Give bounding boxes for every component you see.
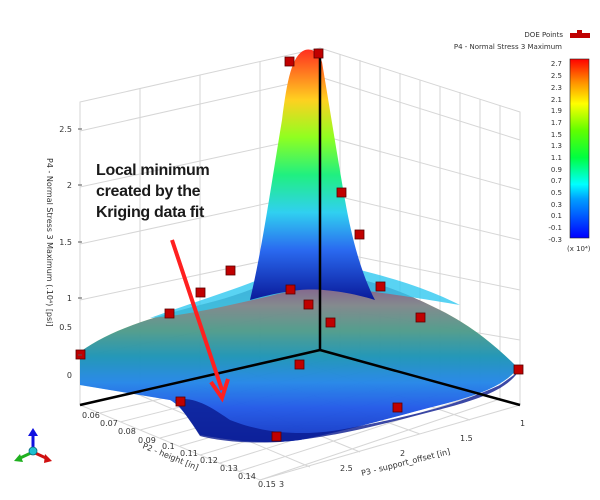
colorbar-ticks: 2.7 2.5 2.3 2.1 1.9 1.7 1.5 1.3 1.1 0.9 … xyxy=(548,60,590,253)
svg-text:0.11: 0.11 xyxy=(180,449,198,458)
svg-text:0.14: 0.14 xyxy=(238,472,256,481)
svg-text:1.3: 1.3 xyxy=(551,142,562,150)
svg-text:0.08: 0.08 xyxy=(118,427,136,436)
svg-text:1.1: 1.1 xyxy=(551,154,562,162)
svg-text:0.5: 0.5 xyxy=(59,323,72,332)
legend: DOE Points P4 - Normal Stress 3 Maximum xyxy=(454,30,590,239)
svg-text:0.5: 0.5 xyxy=(551,189,562,197)
axis-triad-icon[interactable] xyxy=(14,428,52,463)
svg-text:1.7: 1.7 xyxy=(551,119,562,127)
svg-text:1.5: 1.5 xyxy=(551,131,562,139)
x-axis-ticks: 0.06 0.07 0.08 0.09 0.1 0.11 0.12 0.13 0… xyxy=(82,411,276,489)
local-minimum-annotation: Local minimum created by the Kriging dat… xyxy=(96,162,210,221)
svg-text:0.3: 0.3 xyxy=(551,201,562,209)
response-surface xyxy=(80,49,518,443)
svg-text:(x 10⁴): (x 10⁴) xyxy=(567,245,591,253)
z-axis xyxy=(78,128,82,356)
svg-text:0.15: 0.15 xyxy=(258,480,276,489)
y-axis-ticks: 3 2.5 2 1.5 1 xyxy=(279,419,525,489)
svg-text:1.9: 1.9 xyxy=(551,107,562,115)
doe-points-legend-swatch xyxy=(570,33,590,38)
z-axis-ticks: 2.5 2 1.5 1 0.5 0 xyxy=(59,125,72,380)
svg-text:0.1: 0.1 xyxy=(162,442,175,451)
svg-text:0.13: 0.13 xyxy=(220,464,238,473)
svg-text:-0.1: -0.1 xyxy=(548,224,562,232)
svg-text:DOE Points: DOE Points xyxy=(524,31,563,39)
y-axis-label: P3 - support_offset [in] xyxy=(360,447,451,478)
svg-text:0.1: 0.1 xyxy=(551,212,562,220)
svg-text:1.5: 1.5 xyxy=(460,434,473,443)
svg-text:2: 2 xyxy=(67,181,72,190)
axis-center-lines xyxy=(79,50,521,407)
svg-text:0.7: 0.7 xyxy=(551,177,562,185)
svg-text:0: 0 xyxy=(67,371,72,380)
svg-text:2.5: 2.5 xyxy=(340,464,353,473)
svg-text:2: 2 xyxy=(400,449,405,458)
svg-text:0.09: 0.09 xyxy=(138,436,156,445)
svg-text:2.7: 2.7 xyxy=(551,60,562,68)
svg-text:0.12: 0.12 xyxy=(200,456,218,465)
svg-text:1: 1 xyxy=(520,419,525,428)
svg-text:0.07: 0.07 xyxy=(100,419,118,428)
svg-text:P4 - Normal Stress 3 Maximum: P4 - Normal Stress 3 Maximum xyxy=(454,43,562,51)
svg-text:2.5: 2.5 xyxy=(551,72,562,80)
svg-text:2.3: 2.3 xyxy=(551,84,562,92)
colorbar xyxy=(569,58,590,239)
svg-text:2.1: 2.1 xyxy=(551,96,562,104)
z-axis-label: P4 - Normal Stress 3 Maximum (.10⁴) [psi… xyxy=(45,158,54,327)
svg-text:0.9: 0.9 xyxy=(551,166,562,174)
svg-text:1.5: 1.5 xyxy=(59,238,72,247)
svg-text:3: 3 xyxy=(279,480,284,489)
svg-text:0.06: 0.06 xyxy=(82,411,100,420)
svg-text:2.5: 2.5 xyxy=(59,125,72,134)
svg-text:-0.3: -0.3 xyxy=(548,236,562,244)
svg-text:1: 1 xyxy=(67,294,72,303)
annotation-arrow xyxy=(170,239,230,403)
